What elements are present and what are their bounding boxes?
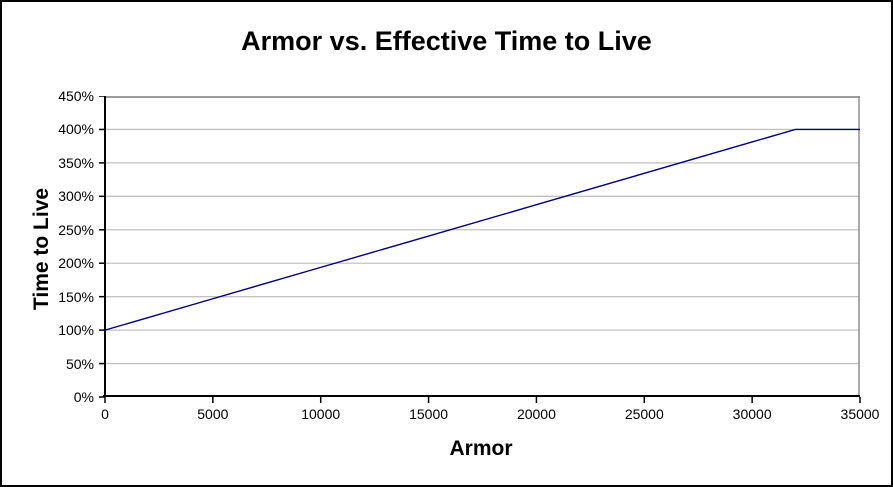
x-tick-label: 35000 xyxy=(840,406,880,422)
series-line xyxy=(104,128,860,331)
x-tick-label: 20000 xyxy=(516,406,556,422)
y-tick-label: 300% xyxy=(58,188,94,205)
y-tick-label: 200% xyxy=(58,255,94,272)
y-tick-label: 150% xyxy=(58,288,94,305)
y-tick-label: 0% xyxy=(73,389,94,405)
y-tick-label: 400% xyxy=(58,121,94,138)
x-tick-label: 0 xyxy=(101,406,109,422)
y-tick-label: 250% xyxy=(58,221,94,238)
y-tick-label: 100% xyxy=(58,322,94,339)
x-tick-label: 5000 xyxy=(197,406,229,422)
x-tick-label: 30000 xyxy=(732,406,772,422)
y-tick-label: 350% xyxy=(58,154,94,171)
x-tick-label: 25000 xyxy=(624,406,664,422)
x-axis-title: Armor xyxy=(449,437,513,460)
y-tick-label: 50% xyxy=(65,355,94,372)
x-tick-label: 15000 xyxy=(409,406,449,422)
y-tick-label: 450% xyxy=(58,88,94,104)
x-tick-label: 10000 xyxy=(301,406,341,422)
plot-area xyxy=(99,96,861,403)
chart-title: Armor vs. Effective Time to Live xyxy=(241,26,652,56)
